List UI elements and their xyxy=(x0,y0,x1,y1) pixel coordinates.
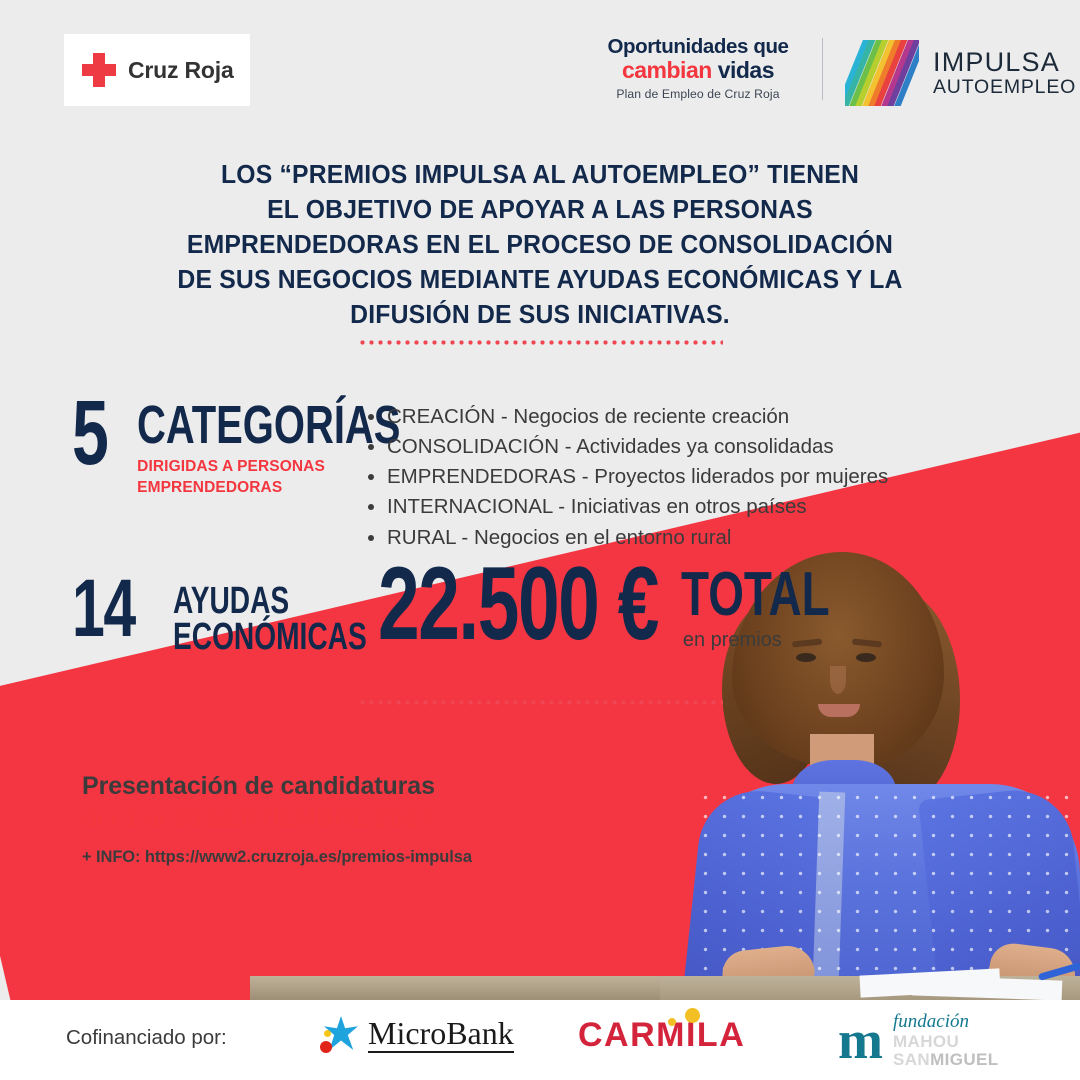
headline-line-5: DIFUSIÓN DE SUS INICIATIVAS. xyxy=(350,300,730,329)
impulsa-autoempleo-logo: IMPULSA AUTOEMPLEO xyxy=(845,40,1076,106)
dates-block: Presentación de candidaturas del 1 al 30… xyxy=(82,772,472,867)
header-divider xyxy=(822,38,823,100)
mahou-label: MAHOU xyxy=(892,1031,960,1051)
nose xyxy=(830,666,846,694)
carmila-dot-small-icon xyxy=(668,1018,676,1026)
carmila-label: CARMILA xyxy=(578,1016,746,1054)
oportunidades-logo: Oportunidades que cambian vidas Plan de … xyxy=(598,36,798,101)
oportunidades-cambian: cambian xyxy=(621,56,712,83)
oportunidades-vidas: vidas xyxy=(717,56,775,83)
categories-block: 5 CATEGORÍAS DIRIGIDAS A PERSONAS EMPREN… xyxy=(72,382,493,498)
categories-count: 5 xyxy=(72,382,109,484)
sanmiguel-label: SANMIGUEL xyxy=(892,1049,999,1069)
list-item: CREACIÓN - Negocios de reciente creación xyxy=(387,402,1025,432)
total-amount: 22.500 € xyxy=(378,546,659,662)
ayudas-word2: ECONÓMICAS xyxy=(173,616,367,659)
oportunidades-line1: Oportunidades que xyxy=(607,35,789,58)
headline-line-1: LOS “PREMIOS IMPULSA AL AUTOEMPLEO” TIEN… xyxy=(220,161,860,189)
oportunidades-tagline: Plan de Empleo de Cruz Roja xyxy=(616,87,780,102)
oportunidades-line2: cambian vidas xyxy=(598,58,798,82)
desk-strip xyxy=(250,976,680,1000)
microbank-logo: MicroBank xyxy=(318,1014,514,1056)
impulsa-stripes-icon xyxy=(845,40,919,106)
mahou-fundacion-label: fundación xyxy=(892,1011,969,1032)
list-item: INTERNACIONAL - Iniciativas en otros paí… xyxy=(387,492,1025,522)
dotted-divider-top xyxy=(358,340,723,345)
fundacion-mahou-san-miguel-logo: m fundación MAHOU SANMIGUEL xyxy=(838,1010,999,1071)
caixabank-star-icon xyxy=(318,1014,360,1056)
entrepreneur-photo xyxy=(660,548,1080,1000)
impulsa-wordmark: IMPULSA AUTOEMPLEO xyxy=(933,46,1077,98)
headline: LOS “PREMIOS IMPULSA AL AUTOEMPLEO” TIEN… xyxy=(104,158,977,333)
cofinanciado-label: Cofinanciado por: xyxy=(66,1026,227,1049)
san-label: SAN xyxy=(892,1049,931,1069)
hair-top xyxy=(732,552,944,770)
ayudas-count: 14 xyxy=(72,563,136,654)
carmila-logo: CARMILA xyxy=(578,1008,746,1055)
cruz-roja-logo: Cruz Roja xyxy=(64,34,250,106)
carmila-dot-large-icon xyxy=(685,1008,700,1023)
categories-subtitle: DIRIGIDAS A PERSONAS EMPRENDEDORAS xyxy=(137,457,493,497)
headline-line-2: EL OBJETIVO DE APOYAR A LAS PERSONAS xyxy=(267,195,813,224)
categories-list: CREACIÓN - Negocios de reciente creación… xyxy=(365,402,1025,553)
footer xyxy=(0,1000,1080,1080)
headline-line-4: DE SUS NEGOCIOS MEDIANTE AYUDAS ECONÓMIC… xyxy=(177,265,903,294)
miguel-label: MIGUEL xyxy=(930,1049,999,1069)
mahou-m-icon: m xyxy=(838,1010,883,1071)
dates-line2: del 1 al 30 SEPTIEMBRE 2023 xyxy=(82,805,431,833)
dotted-divider-bottom xyxy=(358,700,723,705)
categories-subtitle-line2: EMPRENDEDORAS xyxy=(137,478,283,496)
cruz-roja-label: Cruz Roja xyxy=(128,56,234,83)
categories-subtitle-line1: DIRIGIDAS A PERSONAS xyxy=(137,458,325,476)
total-word: TOTAL xyxy=(680,560,830,629)
total-subtitle: en premios xyxy=(682,629,782,652)
info-url[interactable]: + INFO: https://www2.cruzroja.es/premios… xyxy=(82,848,472,866)
total-block: 22.500 € TOTAL en premios xyxy=(378,546,882,662)
dates-line1: Presentación de candidaturas xyxy=(82,772,435,800)
red-cross-icon xyxy=(82,53,116,87)
list-item: EMPRENDEDORAS - Proyectos liderados por … xyxy=(387,462,1025,492)
impulsa-line2: AUTOEMPLEO xyxy=(933,75,1077,98)
ayudas-word1: AYUDAS xyxy=(173,580,290,622)
list-item: RURAL - Negocios en el entorno rural xyxy=(387,523,1025,553)
categories-title: CATEGORÍAS xyxy=(137,395,401,455)
ayudas-block: 14 AYUDAS ECONÓMICAS xyxy=(72,563,435,659)
eye-right xyxy=(856,653,876,662)
photo-zone xyxy=(0,403,1080,1000)
microbank-label: MicroBank xyxy=(368,1015,514,1053)
list-item: CONSOLIDACIÓN - Actividades ya consolida… xyxy=(387,432,1025,462)
impulsa-line1: IMPULSA xyxy=(933,46,1060,77)
eye-left xyxy=(796,653,816,662)
mouth xyxy=(818,704,860,717)
headline-line-3: EMPRENDEDORAS EN EL PROCESO DE CONSOLIDA… xyxy=(186,230,894,259)
